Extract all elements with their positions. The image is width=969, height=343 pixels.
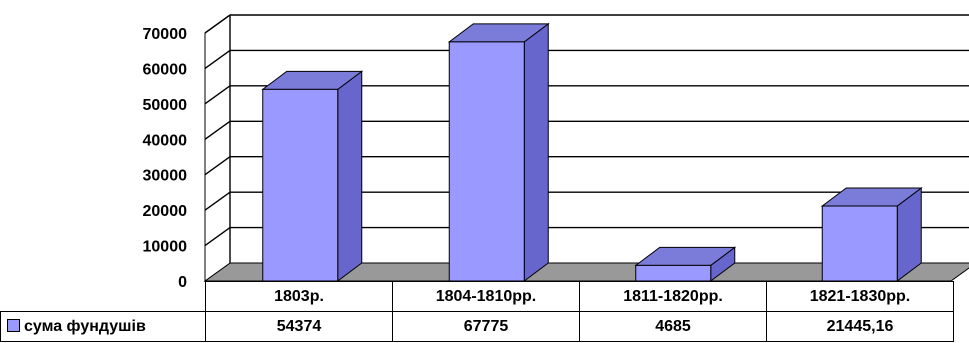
x-tick-label: 1821-1830рр. [766, 281, 954, 312]
bar [261, 70, 364, 282]
y-tick-label: 70000 [143, 26, 188, 43]
legend-swatch [7, 318, 20, 332]
gridline [204, 120, 231, 140]
gridline [204, 85, 231, 105]
legend-entry: сума фундушів [0, 311, 206, 342]
y-tick-label: 10000 [143, 239, 188, 256]
y-tick-label: 60000 [143, 61, 188, 78]
x-tick-label: 1804-1810рр. [392, 281, 580, 312]
gridline [204, 49, 231, 69]
y-tick-label: 50000 [143, 97, 188, 114]
chart-side-wall [204, 14, 231, 282]
data-label: 4685 [579, 311, 767, 342]
bar [820, 187, 923, 282]
gridline [204, 227, 231, 247]
bar [634, 246, 737, 282]
gridline [204, 191, 231, 211]
series-row: сума фундушів 54374 67775 4685 21445,16 [0, 311, 954, 342]
bar-front [262, 88, 339, 282]
bar-side [523, 22, 549, 282]
bars [261, 22, 923, 282]
y-tick-label: 20000 [143, 203, 188, 220]
bar-side [337, 70, 363, 282]
y-tick-label: 40000 [143, 132, 188, 149]
x-tick-label: 1803р. [205, 281, 393, 312]
gridline [204, 14, 231, 34]
bar-front [448, 41, 525, 282]
table-corner [0, 281, 206, 312]
x-tick-label: 1811-1820рр. [579, 281, 767, 312]
y-tick-label: 30000 [143, 168, 188, 185]
data-label: 67775 [392, 311, 580, 342]
legend-label: сума фундушів [24, 317, 146, 335]
category-row: 1803р. 1804-1810рр. 1811-1820рр. 1821-18… [0, 281, 954, 312]
bar-front [635, 264, 712, 282]
gridline [204, 156, 231, 176]
data-table: 1803р. 1804-1810рр. 1811-1820рр. 1821-18… [0, 281, 954, 342]
bar-front [821, 205, 898, 282]
data-label: 21445,16 [766, 311, 954, 342]
bar [447, 22, 550, 282]
data-label: 54374 [205, 311, 393, 342]
